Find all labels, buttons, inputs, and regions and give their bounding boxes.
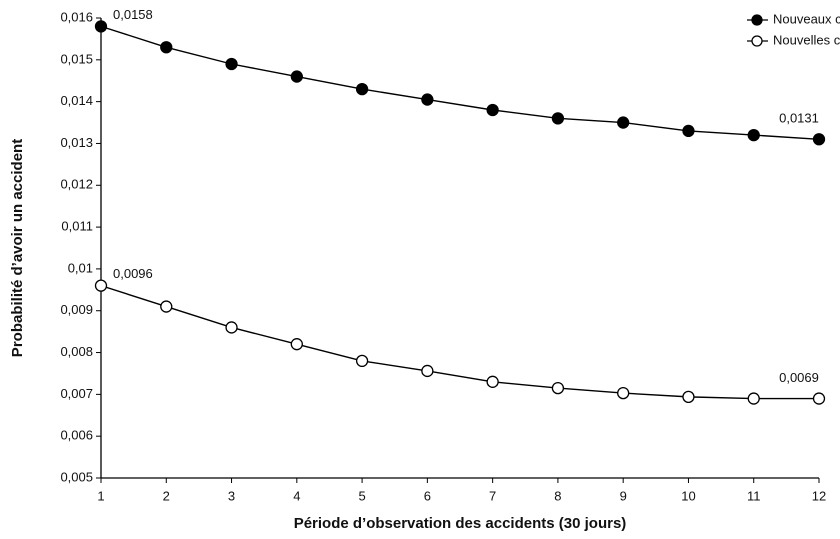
legend-marker xyxy=(751,14,763,26)
x-tick-label: 7 xyxy=(489,488,496,503)
data-point xyxy=(355,354,369,368)
data-point xyxy=(225,57,238,71)
x-tick-label: 11 xyxy=(747,488,761,503)
data-point xyxy=(682,390,695,404)
data-label: 0,0096 xyxy=(113,266,153,281)
data-point xyxy=(421,364,434,378)
y-tick-label: 0,007 xyxy=(60,386,93,401)
data-point xyxy=(682,124,695,138)
data-point xyxy=(617,116,630,129)
data-point xyxy=(486,103,499,117)
y-tick-label: 0,011 xyxy=(61,219,93,234)
x-tick-label: 1 xyxy=(97,488,104,503)
x-tick-label: 2 xyxy=(163,488,170,503)
x-tick-label: 3 xyxy=(228,488,235,503)
y-tick-label: 0,008 xyxy=(60,344,93,359)
data-point xyxy=(355,82,369,96)
data-point xyxy=(225,321,238,334)
y-tick-label: 0,013 xyxy=(60,135,93,150)
legend-label: Nouvelles conductrices xyxy=(773,32,840,47)
x-axis-title: Période d’observation des accidents (30 … xyxy=(294,515,627,532)
data-point xyxy=(551,381,565,395)
y-tick-label: 0,006 xyxy=(60,428,93,443)
x-tick-label: 9 xyxy=(620,488,627,503)
data-point xyxy=(812,133,826,146)
data-point xyxy=(486,375,499,388)
x-tick-label: 4 xyxy=(293,488,300,503)
x-tick-label: 8 xyxy=(554,488,561,503)
x-tick-label: 10 xyxy=(681,488,695,503)
legend-marker xyxy=(751,35,763,47)
data-point xyxy=(617,386,630,400)
data-point xyxy=(160,300,173,313)
data-point xyxy=(290,338,303,351)
data-label: 0,0158 xyxy=(113,7,153,22)
x-tick-label: 6 xyxy=(424,488,431,503)
data-point xyxy=(94,279,108,292)
data-label: 0,0069 xyxy=(779,370,819,385)
data-point xyxy=(747,128,760,142)
y-tick-label: 0,005 xyxy=(60,469,93,484)
data-point xyxy=(812,392,826,405)
x-tick-label: 12 xyxy=(812,488,826,503)
data-point xyxy=(747,392,760,405)
data-label: 0,0131 xyxy=(779,111,819,126)
y-tick-label: 0,014 xyxy=(60,93,93,108)
y-tick-label: 0,01 xyxy=(68,260,93,275)
y-axis-title: Probabilité d’avoir un accident xyxy=(9,139,26,357)
series-line xyxy=(100,284,819,400)
data-point xyxy=(160,41,173,54)
data-point xyxy=(290,70,303,83)
data-point xyxy=(551,112,565,125)
series-line xyxy=(100,25,820,140)
legend-label: Nouveaux conducteurs xyxy=(773,11,840,26)
data-point xyxy=(94,20,108,33)
y-tick-label: 0,016 xyxy=(60,9,93,24)
x-tick-label: 5 xyxy=(358,488,365,503)
data-point xyxy=(421,93,434,106)
y-tick-label: 0,009 xyxy=(60,302,93,317)
y-tick-label: 0,015 xyxy=(60,51,93,66)
y-tick-label: 0,012 xyxy=(60,177,93,192)
